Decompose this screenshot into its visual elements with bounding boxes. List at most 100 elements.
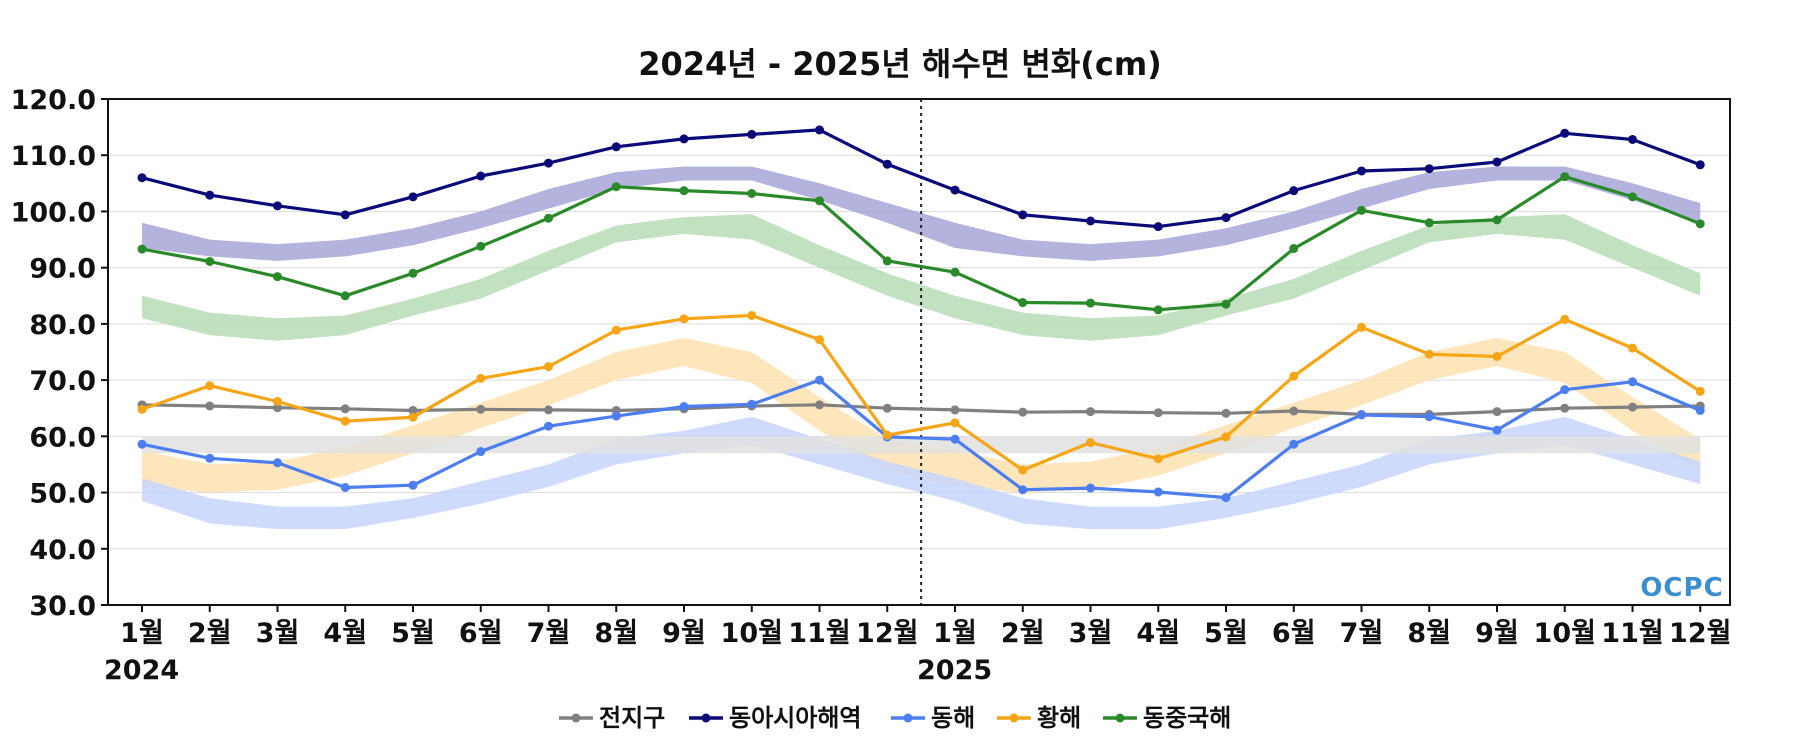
data-point: [476, 447, 486, 457]
data-point: [1018, 298, 1028, 308]
x-tick-label: 9월: [1475, 618, 1519, 649]
data-point: [882, 403, 892, 413]
data-point: [1628, 343, 1637, 353]
legend-item: 전지구: [559, 704, 665, 732]
data-point: [747, 399, 757, 409]
x-tick-label: 3월: [1069, 618, 1113, 649]
data-point: [1289, 244, 1299, 254]
data-point: [408, 480, 418, 490]
data-point: [1492, 407, 1502, 417]
y-axis-ticks: 30.0 40.0 50.0 60.0 70.0 80.0 90.0 100.0 110.0 12…: [11, 85, 108, 622]
data-point: [408, 268, 418, 278]
data-point: [1018, 210, 1028, 220]
data-point: [273, 201, 282, 211]
data-point: [1628, 192, 1637, 202]
x-tick-label: 5월: [391, 618, 435, 649]
series-line: [141, 128, 1701, 229]
data-point: [1424, 164, 1434, 174]
x-tick-label: 3월: [256, 618, 300, 649]
data-point: [273, 396, 282, 406]
data-point: [544, 405, 553, 415]
data-point: [476, 373, 486, 383]
data-point: [1695, 405, 1705, 415]
data-point: [476, 404, 486, 414]
data-point: [1560, 128, 1570, 138]
series-line: [141, 175, 1701, 312]
data-point: [1695, 386, 1705, 396]
data-point: [747, 310, 757, 320]
data-point: [679, 402, 689, 412]
data-point: [340, 291, 350, 301]
data-point: [1289, 186, 1299, 196]
legend-item: 황해: [997, 704, 1081, 732]
series-line: [141, 378, 1701, 500]
data-point: [679, 314, 689, 324]
data-point: [205, 381, 215, 391]
data-point: [611, 142, 621, 152]
data-point: [950, 418, 960, 428]
series-group: [137, 400, 1705, 419]
data-point: [815, 400, 824, 410]
data-point: [1492, 351, 1502, 361]
data-point: [1153, 408, 1163, 418]
data-point: [205, 453, 215, 463]
legend-item: 동중국해: [1103, 704, 1231, 732]
data-point: [544, 362, 553, 372]
x-tick-label: 1월: [933, 618, 977, 649]
legend-label: 동아시아해역: [729, 704, 861, 732]
x-tick-label: 7월: [1340, 618, 1384, 649]
data-point: [1086, 216, 1095, 226]
y-tick-label: 80.0: [29, 310, 96, 341]
legend-item: 동아시아해역: [689, 704, 861, 732]
series-group: [137, 172, 1705, 315]
legend-swatch-point: [701, 713, 711, 723]
x-tick-label: 6월: [459, 618, 503, 649]
series-lines: [137, 125, 1705, 503]
x-tick-label: 7월: [527, 618, 571, 649]
x-axis-ticks: 1월 2월 3월 4월 5월 6월 7월 8월 9월 10월 11월 12월 1월 2월 3월 4월 5월 6월 7…: [104, 605, 1731, 686]
legend-swatch-point: [571, 713, 581, 723]
y-tick-label: 70.0: [29, 366, 96, 397]
series-group: [137, 375, 1705, 503]
legend-label: 전지구: [599, 704, 665, 732]
data-point: [1289, 406, 1299, 416]
x-tick-label: 12월: [856, 618, 918, 649]
data-point: [950, 267, 960, 277]
data-point: [340, 416, 350, 426]
x-tick-label: 4월: [323, 618, 367, 649]
data-point: [815, 375, 824, 385]
data-point: [1492, 425, 1502, 435]
data-point: [476, 241, 486, 251]
series-group: [137, 125, 1705, 232]
data-point: [544, 158, 553, 168]
data-point: [882, 430, 892, 440]
x-tick-label: 8월: [1407, 618, 1451, 649]
legend-label: 황해: [1037, 704, 1081, 732]
x-tick-label: 11월: [788, 618, 850, 649]
data-point: [273, 403, 282, 413]
data-point: [1560, 172, 1570, 182]
data-point: [815, 125, 824, 135]
year-label: 2025: [917, 655, 992, 686]
year-label: 2024: [104, 655, 179, 686]
data-point: [1153, 305, 1163, 315]
data-point: [1628, 377, 1637, 387]
data-point: [273, 272, 282, 282]
legend-swatch-point: [1115, 713, 1125, 723]
data-point: [1018, 485, 1028, 495]
data-point: [950, 405, 960, 415]
y-tick-label: 120.0: [11, 85, 96, 116]
data-point: [1221, 493, 1231, 503]
data-point: [205, 256, 215, 266]
x-tick-label: 5월: [1204, 618, 1248, 649]
x-tick-label: 9월: [662, 618, 706, 649]
climatology-band: [142, 337, 1701, 493]
data-point: [1086, 298, 1095, 308]
series-line: [141, 313, 1702, 472]
data-point: [611, 411, 621, 421]
data-point: [544, 213, 553, 223]
data-point: [611, 182, 621, 192]
legend-swatch-point: [903, 713, 913, 723]
data-point: [273, 458, 282, 468]
y-tick-label: 40.0: [29, 535, 96, 566]
